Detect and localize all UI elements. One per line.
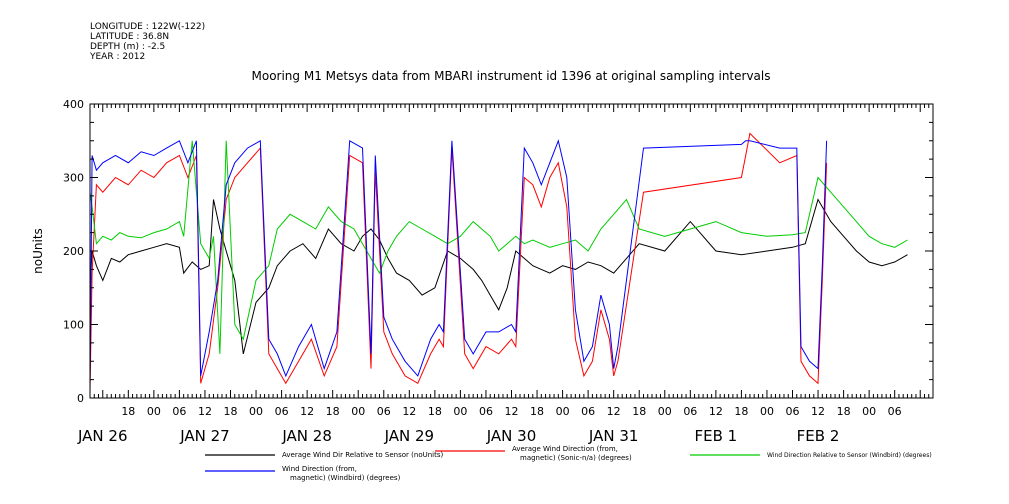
y-tick-label: 300 — [63, 172, 84, 185]
x-tick-label: 00 — [351, 405, 365, 418]
x-tick-label: 12 — [811, 405, 825, 418]
x-tick-label: 12 — [505, 405, 519, 418]
x-day-label: JAN 31 — [588, 427, 639, 445]
y-tick-label: 200 — [63, 245, 84, 258]
x-day-label: JAN 27 — [179, 427, 230, 445]
x-day-label: FEB 1 — [695, 427, 738, 445]
series-line-1 — [89, 198, 908, 355]
y-axis: 0 100 200 300 400 — [63, 98, 933, 405]
legend-label: Wind Direction Relative to Sensor (Windb… — [767, 452, 932, 459]
x-tick-label: 06 — [275, 405, 289, 418]
y-tick-label: 0 — [77, 392, 84, 405]
x-tick-label: 00 — [147, 405, 161, 418]
x-day-label: FEB 2 — [797, 427, 840, 445]
x-day-label: JAN 30 — [486, 427, 537, 445]
x-tick-label: 18 — [632, 405, 646, 418]
plot-lines — [89, 132, 908, 391]
x-tick-label: 00 — [862, 405, 876, 418]
x-tick-label: 12 — [402, 405, 416, 418]
x-tick-label: 18 — [121, 405, 135, 418]
x-tick-label: 00 — [556, 405, 570, 418]
x-tick-label: 00 — [453, 405, 467, 418]
x-tick-label: 06 — [479, 405, 493, 418]
longitude-text: LONGITUDE : 122W(-122) — [90, 22, 206, 32]
legend-label: Average Wind Dir Relative to Sensor (noU… — [282, 451, 443, 459]
legend: Average Wind Dir Relative to Sensor (noU… — [205, 445, 932, 482]
legend-label: Wind Direction (from, magnetic) (Windbird… — [282, 465, 401, 482]
x-day-label: JAN 28 — [281, 427, 332, 445]
series-line-4 — [89, 139, 828, 384]
x-tick-label: 00 — [658, 405, 672, 418]
x-tick-label: 18 — [530, 405, 544, 418]
x-tick-label: 06 — [683, 405, 697, 418]
x-tick-label: 12 — [709, 405, 723, 418]
x-tick-label: 06 — [786, 405, 800, 418]
y-tick-label: 100 — [63, 319, 84, 332]
x-tick-label: 06 — [172, 405, 186, 418]
series-line-3 — [89, 140, 908, 354]
x-tick-label: 06 — [581, 405, 595, 418]
y-tick-label: 400 — [63, 98, 84, 111]
x-tick-label: 12 — [300, 405, 314, 418]
y-axis-label: noUnits — [31, 228, 45, 274]
plot-frame — [89, 103, 934, 399]
x-axis: 18 00 06 12 18 00 06 12 18 00 06 12 18 00 06 12 18 00 06 12… — [77, 104, 934, 445]
latitude-text: LATITUDE : 36.8N — [90, 32, 170, 42]
legend-label: Average Wind Direction (from, magnetic) (… — [512, 445, 632, 462]
x-tick-label: 00 — [760, 405, 774, 418]
x-tick-label: 18 — [224, 405, 238, 418]
depth-text: DEPTH (m) : -2.5 — [90, 42, 166, 52]
x-tick-label: 06 — [888, 405, 902, 418]
x-tick-label: 12 — [198, 405, 212, 418]
chart-title: Mooring M1 Metsys data from MBARI instru… — [252, 69, 771, 83]
x-tick-label: 18 — [837, 405, 851, 418]
x-tick-label: 18 — [734, 405, 748, 418]
x-tick-label: 06 — [377, 405, 391, 418]
x-tick-label: 00 — [249, 405, 263, 418]
x-tick-label: 18 — [326, 405, 340, 418]
x-day-label: JAN 29 — [384, 427, 435, 445]
x-tick-label: 12 — [607, 405, 621, 418]
year-text: YEAR : 2012 — [90, 52, 146, 62]
x-tick-label: 18 — [428, 405, 442, 418]
x-day-label: JAN 26 — [77, 427, 128, 445]
